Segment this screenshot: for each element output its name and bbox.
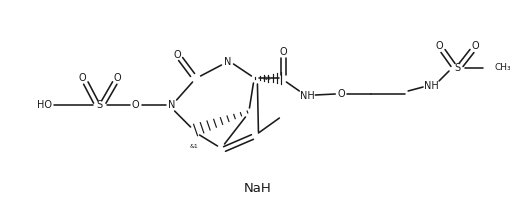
Text: N: N bbox=[168, 100, 175, 110]
Text: CH₃: CH₃ bbox=[495, 64, 511, 73]
Text: S: S bbox=[96, 100, 103, 110]
Text: NH: NH bbox=[424, 81, 439, 91]
Text: S: S bbox=[454, 63, 460, 73]
Text: O: O bbox=[435, 41, 443, 51]
Text: NH: NH bbox=[300, 91, 315, 101]
Text: O: O bbox=[337, 89, 345, 99]
Text: O: O bbox=[471, 41, 479, 51]
Text: N: N bbox=[224, 57, 231, 67]
Text: NaH: NaH bbox=[244, 181, 271, 194]
Text: O: O bbox=[78, 73, 86, 83]
Text: HO: HO bbox=[37, 100, 52, 110]
Text: &1: &1 bbox=[189, 145, 198, 149]
Text: O: O bbox=[174, 50, 182, 60]
Text: O: O bbox=[280, 47, 287, 57]
Text: O: O bbox=[114, 73, 122, 83]
Text: &1: &1 bbox=[263, 76, 272, 81]
Text: O: O bbox=[132, 100, 139, 110]
